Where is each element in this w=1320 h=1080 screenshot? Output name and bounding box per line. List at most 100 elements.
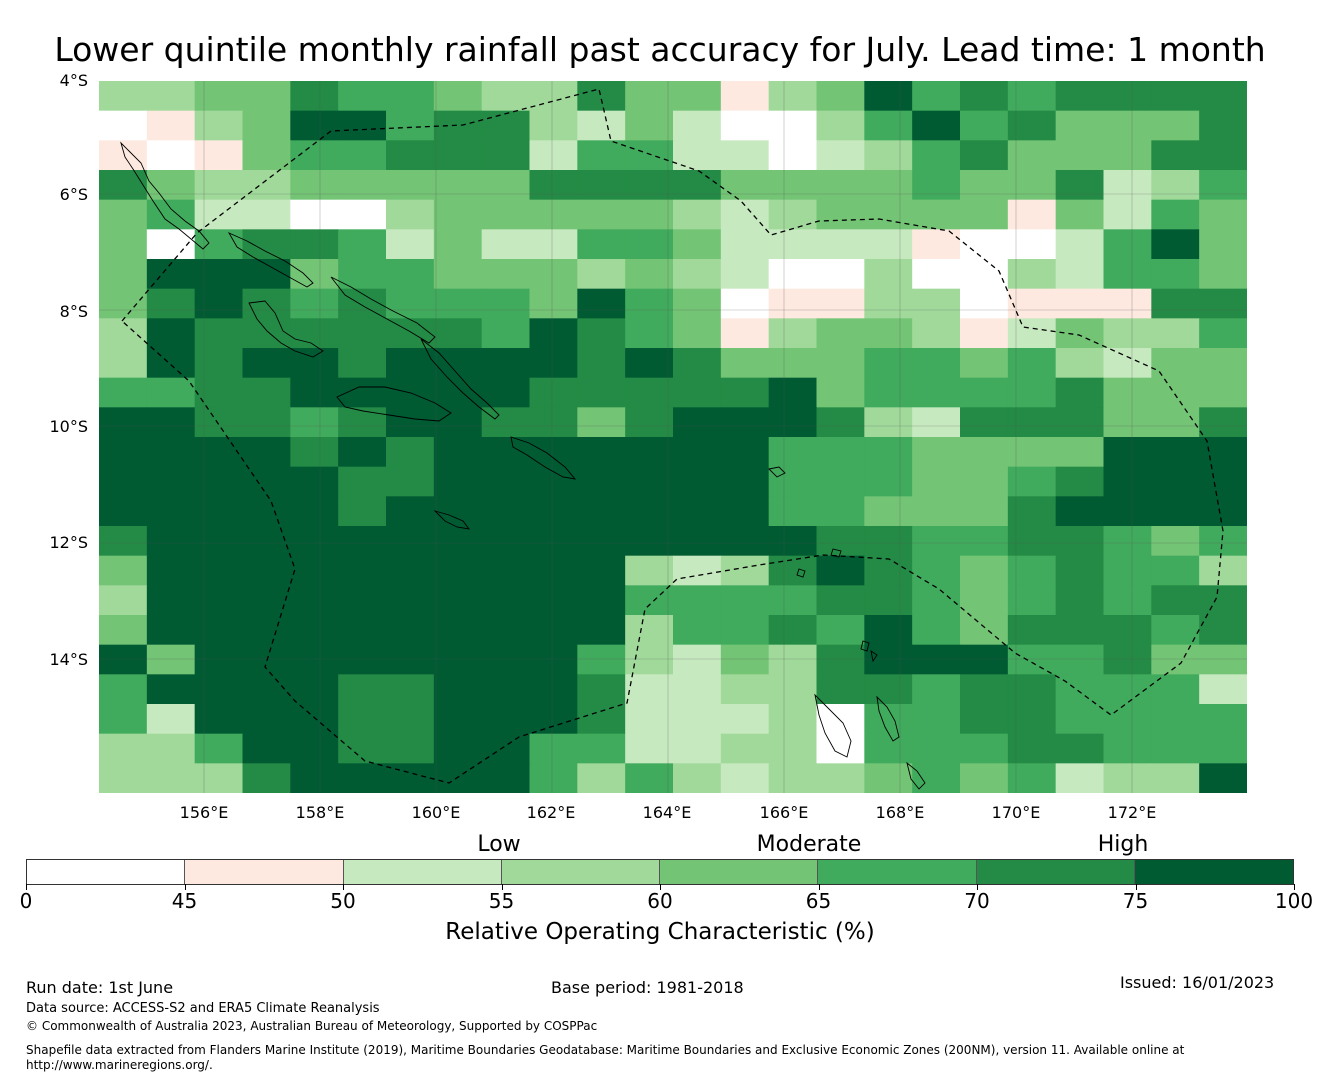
roc-grid-cell (625, 437, 674, 468)
roc-grid-cell (1103, 555, 1152, 586)
roc-grid-cell (433, 615, 483, 646)
roc-grid-cell (338, 437, 387, 468)
roc-grid-cell (1103, 704, 1152, 735)
roc-grid-cell (912, 496, 961, 527)
roc-grid-cell (912, 81, 961, 112)
colorbar-segment (818, 860, 977, 884)
roc-grid-cell (338, 110, 387, 141)
roc-grid-cell (1103, 110, 1152, 141)
roc-grid-cell (768, 318, 817, 349)
roc-grid-cell (864, 259, 913, 290)
roc-grid-cell (99, 585, 148, 616)
roc-grid-cell (768, 763, 817, 793)
roc-grid-cell (768, 288, 817, 319)
roc-grid-cell (816, 466, 865, 497)
roc-grid-cell (1103, 259, 1152, 290)
roc-grid-cell (194, 644, 243, 675)
roc-grid-cell (816, 644, 865, 675)
roc-grid-cell (577, 437, 626, 468)
roc-grid-cell (242, 704, 291, 735)
roc-grid-cell (386, 644, 435, 675)
roc-grid-cell (99, 170, 148, 201)
roc-grid-cell (577, 377, 626, 408)
roc-grid-cell (1151, 288, 1200, 319)
roc-grid-cell (720, 288, 770, 319)
roc-grid-cell (768, 585, 817, 616)
roc-grid-cell (433, 288, 483, 319)
roc-grid-cell (1151, 348, 1200, 379)
roc-grid-cell (960, 496, 1009, 527)
roc-grid-cell (912, 437, 961, 468)
lat-label-4s: 4°S (59, 71, 88, 90)
roc-grid-cell (146, 615, 196, 646)
roc-grid-cell (290, 526, 339, 557)
roc-grid-cell (625, 644, 674, 675)
roc-grid-cell (194, 110, 243, 141)
roc-grid-cell (1007, 733, 1057, 764)
roc-grid-cell (625, 763, 674, 793)
roc-grid-cell (529, 407, 578, 438)
run-date: Run date: 1st June (26, 978, 174, 997)
vanuatu-islets-coast (796, 548, 926, 790)
roc-grid-cell (1055, 704, 1104, 735)
roc-grid-cell (625, 407, 674, 438)
roc-grid-cell (338, 674, 387, 705)
roc-grid-cell (529, 585, 578, 616)
roc-grid-cell (433, 763, 483, 793)
roc-grid-cell (720, 229, 770, 260)
roc-grid-cell (1199, 763, 1247, 793)
roc-grid-cell (1055, 526, 1104, 557)
roc-grid-cell (529, 526, 578, 557)
roc-grid-cell (1199, 377, 1247, 408)
roc-grid-cell (720, 170, 770, 201)
roc-grid-cell (529, 170, 578, 201)
roc-grid-cell (1055, 674, 1104, 705)
roc-grid-cell (290, 140, 339, 171)
roc-grid-cell (433, 437, 483, 468)
roc-grid-cell (768, 704, 817, 735)
roc-grid-cell (768, 170, 817, 201)
choiseul-coast (227, 232, 314, 288)
roc-grid-cell (577, 496, 626, 527)
roc-grid-cell (720, 318, 770, 349)
roc-grid-cell (386, 674, 435, 705)
roc-grid-cell (529, 199, 578, 230)
roc-grid-cell (1055, 763, 1104, 793)
roc-grid-cell (960, 704, 1009, 735)
roc-grid-cell (577, 81, 626, 112)
roc-grid-cell (577, 644, 626, 675)
roc-grid-cell (816, 674, 865, 705)
roc-grid-cell (290, 229, 339, 260)
roc-grid-cell (290, 644, 339, 675)
colorbar-tick (660, 884, 661, 890)
roc-grid-cell (768, 644, 817, 675)
roc-grid-cell (720, 763, 770, 793)
roc-grid-cell (625, 288, 674, 319)
roc-grid-cell (720, 733, 770, 764)
roc-grid-cell (146, 110, 196, 141)
roc-grid-cell (816, 199, 865, 230)
roc-grid-cell (99, 496, 148, 527)
roc-grid-cell (720, 81, 770, 112)
colorbar-tick (977, 884, 978, 890)
roc-grid-cell (99, 259, 148, 290)
roc-grid-cell (99, 81, 148, 112)
roc-grid-cell (816, 704, 865, 735)
roc-grid-cell (1055, 496, 1104, 527)
roc-grid-cell (864, 170, 913, 201)
roc-grid-cell (577, 170, 626, 201)
shapefile-url: http://www.marineregions.org/. (26, 1058, 213, 1072)
roc-grid-cell (625, 170, 674, 201)
roc-grid-cell (194, 526, 243, 557)
roc-grid-cell (816, 259, 865, 290)
roc-grid-cell (1199, 585, 1247, 616)
roc-grid-cell (912, 348, 961, 379)
roc-grid-cell (864, 674, 913, 705)
roc-grid-cell (433, 674, 483, 705)
roc-grid-cell (338, 140, 387, 171)
roc-grid-cell (1055, 318, 1104, 349)
roc-grid-cell (912, 229, 961, 260)
roc-grid-cell (1151, 733, 1200, 764)
roc-grid-cell (481, 318, 530, 349)
colorbar-tick-label: 50 (330, 889, 356, 913)
